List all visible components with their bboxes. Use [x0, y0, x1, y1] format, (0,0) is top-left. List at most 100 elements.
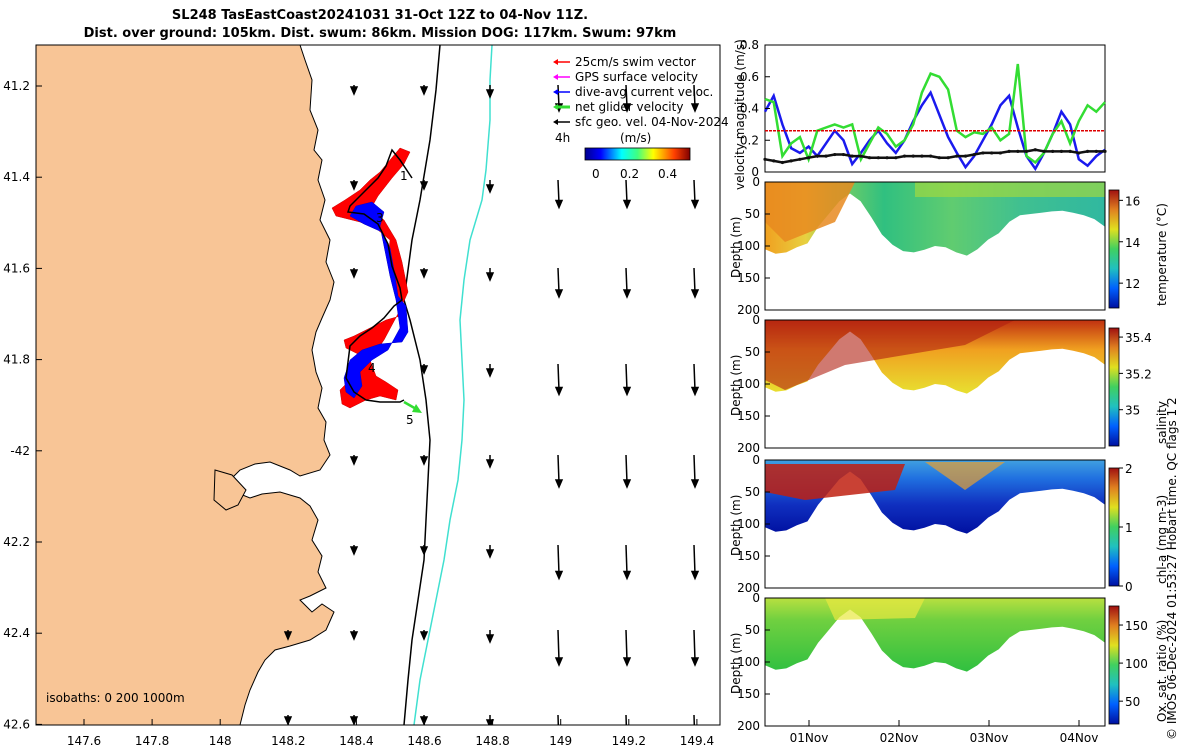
- geo-arrowhead: [622, 289, 632, 299]
- geo-arrowhead: [349, 269, 359, 279]
- sfc-geo-point: [763, 157, 767, 161]
- surface-layer: [915, 182, 1105, 197]
- geo-arrow: [625, 179, 628, 204]
- variable-label: temperature (°C): [1155, 203, 1169, 306]
- sfc-geo-point: [946, 156, 950, 160]
- depth-tick: 0: [752, 313, 760, 327]
- isobath-1000m: [413, 45, 493, 725]
- land-mass: [36, 45, 335, 725]
- surface-geostrophic-arrows: [283, 84, 700, 725]
- sfc-geo-point: [868, 156, 872, 160]
- sfc-geo-point: [772, 159, 776, 163]
- isobaths-label: isobaths: 0 200 1000m: [46, 691, 185, 705]
- legend-entry: sfc geo. vel. 04-Nov-2024: [575, 115, 729, 129]
- sfc-geo-point: [824, 154, 828, 158]
- geo-arrow: [557, 179, 560, 204]
- geo-arrow: [693, 714, 696, 725]
- variable-label: Ox. sat. ratio (%): [1155, 620, 1169, 722]
- map-x-tick-label: 147.8: [135, 734, 169, 748]
- map-x-tick-label: 148.2: [271, 734, 305, 748]
- geo-arrow: [625, 629, 628, 662]
- velocity-panel: 0 0.2 0.4 0.6 0.8 velocity magnitude (m/s): [733, 38, 1107, 190]
- geo-arrow: [625, 267, 628, 294]
- geo-arrowhead: [485, 184, 495, 194]
- track-point-label: 4: [368, 361, 376, 375]
- map-x-tick-label: 148.4: [339, 734, 373, 748]
- track-point-label: 5: [406, 413, 414, 427]
- depth-tick: 100: [737, 517, 760, 531]
- colorbar-tick: 16: [1125, 194, 1140, 208]
- geo-arrow: [557, 629, 560, 662]
- sfc-geo-point: [1007, 149, 1011, 153]
- sfc-geo-point: [990, 151, 994, 155]
- velocity-y-tick: 0.4: [740, 102, 759, 116]
- warm-surface-layer: [765, 182, 855, 242]
- variable-label: salinity: [1155, 401, 1169, 444]
- depth-label: Depth (m): [729, 217, 743, 278]
- map-y-tick-label: 42.6: [3, 717, 30, 731]
- velocity-series-sfc-geo: [764, 148, 1105, 164]
- geo-arrowhead: [554, 199, 564, 210]
- depth-tick: 150: [737, 271, 760, 285]
- geo-arrowhead: [690, 386, 700, 397]
- map-y-tick-label: 41.6: [3, 261, 30, 275]
- colorbar-tick: 35.4: [1125, 331, 1152, 345]
- legend-entry: 25cm/s swim vector: [575, 55, 696, 69]
- geo-arrowhead: [622, 386, 632, 397]
- depth-tick: 50: [745, 623, 760, 637]
- track-point-label: 1: [400, 169, 408, 183]
- geo-arrowhead: [622, 479, 632, 489]
- colorbar-tick: 35.2: [1125, 367, 1152, 381]
- legend-entry: dive-avg current veloc.: [575, 85, 713, 99]
- sfc-geo-point: [937, 156, 941, 160]
- geo-arrowhead: [485, 89, 495, 99]
- geo-arrow: [557, 363, 560, 391]
- glider-track: [331, 147, 422, 413]
- velocity-ylabel: velocity magnitude (m/s): [733, 39, 747, 190]
- map-x-tick-label: 148: [209, 734, 232, 748]
- geo-arrowhead: [485, 634, 495, 644]
- sfc-geo-point: [1068, 149, 1072, 153]
- sfc-geo-point: [1042, 149, 1046, 153]
- geo-arrowhead: [690, 479, 700, 489]
- geo-arrowhead: [283, 631, 293, 641]
- geo-arrow: [693, 454, 696, 484]
- depth-tick: 200: [737, 581, 760, 595]
- sfc-geo-point: [885, 156, 889, 160]
- map-y-tick-label: 42.2: [3, 535, 30, 549]
- time-tick-label: 02Nov: [880, 731, 919, 745]
- geo-arrowhead: [690, 657, 700, 667]
- colorbar-tick: 2: [1125, 462, 1133, 476]
- geo-arrow: [557, 544, 560, 575]
- sfc-geo-point: [841, 152, 846, 157]
- sfc-geo-point: [1033, 148, 1037, 152]
- map-y-tick-label: -42: [10, 444, 30, 458]
- depth-tick: 100: [737, 377, 760, 391]
- depth-label: Depth (m): [729, 633, 743, 694]
- track-point-label: 3: [376, 211, 384, 225]
- geo-arrowhead: [622, 199, 632, 210]
- section-field: [765, 460, 1105, 534]
- geo-arrowhead: [349, 716, 359, 725]
- geo-arrowhead: [349, 456, 359, 466]
- speed-colorbar: [584, 147, 691, 161]
- section-panel-temperature: 0 50 100 150 200 Depth (m) 16 14 12 temperature (…: [729, 175, 1169, 317]
- geo-arrowhead: [349, 631, 359, 641]
- depth-tick: 100: [737, 655, 760, 669]
- geo-arrowhead: [554, 386, 564, 397]
- velocity-y-tick: 0.2: [740, 133, 759, 147]
- sfc-geo-point: [963, 154, 968, 158]
- section-panel-chl-a: 0 50 100 150 200 Depth (m) 2 1 0 chl-a (mg m-3): [729, 453, 1169, 595]
- section-panel-salinity: 0 50 100 150 200 Depth (m) 35.4 35.2 35 salinity: [729, 313, 1169, 455]
- velocity-y-tick: 0.8: [740, 38, 759, 52]
- depth-tick: 200: [737, 303, 760, 317]
- sfc-geo-point: [798, 157, 802, 161]
- velocity-series-net-glider: [764, 63, 1106, 165]
- geo-arrow: [693, 179, 696, 204]
- map-x-tick-label: 149.4: [680, 734, 714, 748]
- depth-label: Depth (m): [729, 495, 743, 556]
- geo-arrowhead: [485, 719, 495, 725]
- sfc-geo-point: [780, 160, 785, 165]
- legend-entry: GPS surface velocity: [575, 70, 698, 84]
- geo-arrowhead: [622, 657, 632, 667]
